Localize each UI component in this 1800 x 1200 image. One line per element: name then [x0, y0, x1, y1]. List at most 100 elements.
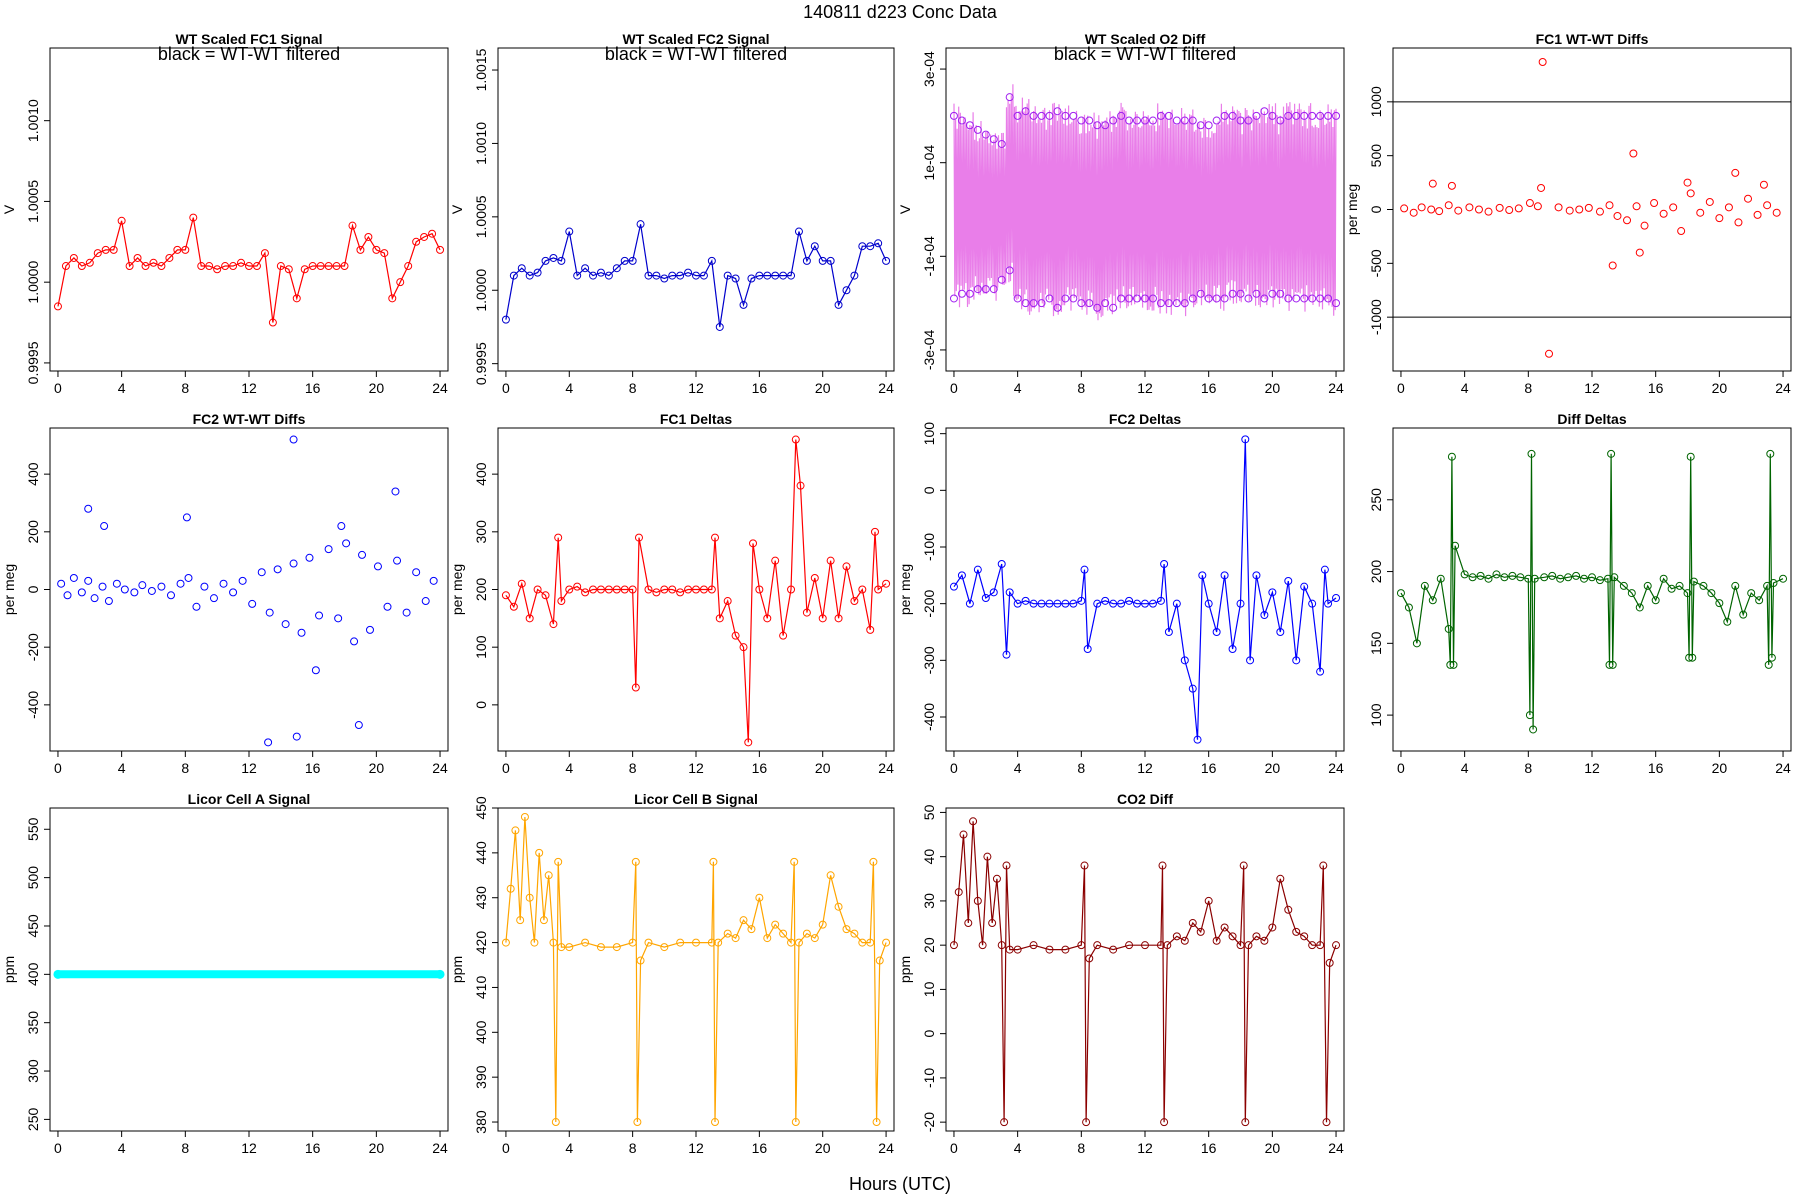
data-point [1300, 582, 1309, 591]
y-tick-label: -300 [921, 646, 937, 674]
data-point [1607, 449, 1616, 458]
panels: WT Scaled FC1 Signal V 0 4 8 12 16 20 24 0.9995 1.… [1, 31, 1792, 1156]
data-point [511, 826, 520, 835]
data-point [818, 614, 827, 623]
data-point [273, 565, 282, 574]
y-tick-label: 400 [473, 462, 489, 486]
x-tick-label: 16 [1648, 760, 1664, 776]
data-point [1409, 208, 1418, 217]
data-point [791, 1118, 800, 1127]
data-point [1021, 299, 1030, 308]
y-axis-label: per meg [1, 564, 17, 615]
data-point [869, 857, 878, 866]
x-tick-label: 8 [629, 760, 637, 776]
plot-frame [49, 807, 449, 1132]
data-point [1640, 221, 1649, 230]
data-point [1077, 596, 1086, 605]
x-tick-label: 4 [118, 380, 126, 396]
panel-annotation: black = WT-WT filtered [605, 44, 787, 64]
data-point [668, 271, 677, 280]
data-point [1005, 266, 1014, 275]
data-point [818, 920, 827, 929]
data-point [245, 262, 253, 271]
data-point [636, 956, 645, 965]
data-point [1188, 684, 1197, 693]
data-point [435, 969, 445, 979]
data-point [1244, 941, 1253, 950]
x-tick-label: 12 [688, 1140, 704, 1156]
y-axis-label: V [449, 204, 465, 214]
data-point [981, 285, 990, 294]
data-point [1045, 945, 1054, 954]
panel-title: WT Scaled O2 Diff [1085, 31, 1206, 47]
plot-frame [945, 427, 1345, 752]
data-point [221, 262, 230, 271]
data-point [557, 597, 566, 606]
plot-area [501, 435, 891, 747]
data-point [834, 614, 843, 623]
data-point [1220, 294, 1229, 303]
data-point [192, 602, 201, 611]
data-point [1220, 923, 1229, 932]
data-point [981, 594, 990, 602]
data-point [120, 585, 129, 594]
x-tick-label: 20 [369, 1140, 385, 1156]
data-point [755, 893, 764, 902]
data-point [1428, 596, 1437, 605]
data-point [147, 586, 156, 595]
data-point [1525, 711, 1534, 720]
y-tick-label: 10 [921, 981, 937, 997]
data-point [1053, 303, 1062, 312]
data-point [596, 585, 605, 594]
y-tick-label: 400 [473, 1020, 489, 1044]
data-point [1109, 945, 1118, 954]
data-point [1508, 571, 1517, 580]
plot-area [53, 213, 445, 327]
data-point [850, 271, 859, 280]
data-point [794, 227, 803, 236]
data-point [506, 884, 515, 893]
data-point [1554, 203, 1563, 212]
panel-title: FC2 WT-WT Diffs [193, 411, 306, 427]
data-point [660, 585, 669, 594]
data-point [723, 929, 732, 938]
x-tick-label: 20 [1712, 380, 1728, 396]
data-point [551, 1118, 560, 1127]
x-tick-label: 8 [1077, 380, 1085, 396]
data-point [1715, 214, 1724, 223]
y-tick-label: -400 [25, 691, 41, 719]
plot-area [949, 435, 1341, 744]
data-point [965, 599, 974, 608]
data-point [1093, 121, 1102, 130]
x-tick-label: 24 [432, 760, 448, 776]
data-point [308, 262, 317, 271]
x-tick-label: 12 [1137, 1140, 1153, 1156]
data-point [209, 594, 218, 603]
data-point [875, 956, 884, 965]
x-tick-label: 16 [305, 760, 321, 776]
data-point [1675, 581, 1684, 590]
data-point [292, 294, 301, 303]
data-point [1045, 599, 1054, 608]
data-point [1484, 574, 1493, 583]
data-point [1148, 294, 1157, 303]
data-point [1029, 111, 1038, 120]
data-point [957, 116, 966, 125]
data-point [1156, 111, 1165, 120]
data-point [731, 934, 740, 943]
data-point [739, 300, 748, 309]
data-point [311, 666, 320, 675]
data-point [874, 585, 883, 594]
data-point [104, 597, 113, 606]
data-point [1436, 574, 1445, 583]
data-point [771, 556, 780, 565]
data-point [612, 585, 621, 594]
y-tick-label: 1.0015 [473, 48, 489, 91]
data-point [731, 274, 740, 283]
data-point [755, 585, 764, 594]
data-point [197, 262, 206, 271]
data-point [1125, 596, 1134, 605]
data-point [652, 588, 661, 597]
data-point [549, 938, 558, 947]
